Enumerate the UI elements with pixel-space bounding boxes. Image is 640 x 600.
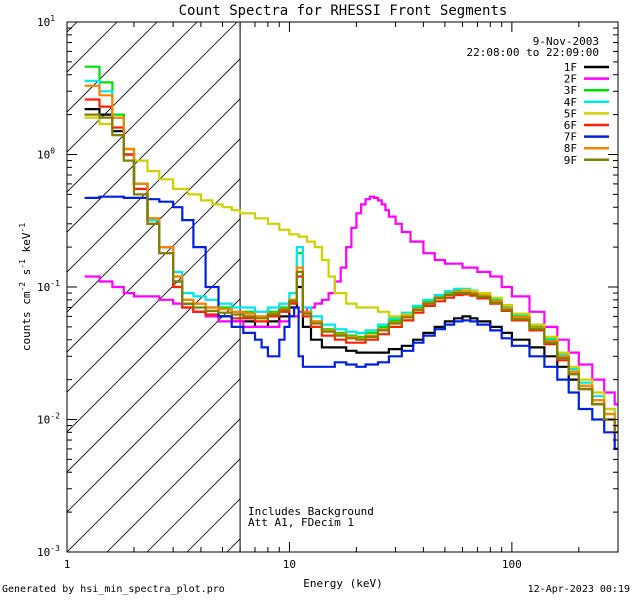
x-tick-labels: 1 10 100 bbox=[64, 558, 522, 571]
x-axis-label: Energy (keV) bbox=[303, 577, 382, 590]
footer-timestamp: 12-Apr-2023 00:19 bbox=[527, 584, 630, 595]
y-tick-label: 101 bbox=[37, 14, 55, 29]
hatch-line bbox=[67, 22, 158, 113]
hatch-line bbox=[67, 178, 241, 353]
hatch-line bbox=[307, 0, 640, 552]
y-tick-label: 10-3 bbox=[37, 544, 60, 559]
legend-label-7F: 7F bbox=[564, 131, 577, 144]
hatch-line bbox=[67, 22, 118, 73]
hatch-line bbox=[427, 0, 640, 552]
axis-ticks bbox=[66, 21, 619, 553]
hatch-line bbox=[67, 378, 241, 552]
hatch-line bbox=[67, 338, 241, 513]
y-tick-label: 10-1 bbox=[37, 279, 60, 294]
time-range-label: 22:08:00 to 22:09:00 bbox=[467, 46, 599, 59]
series-line-6F bbox=[84, 98, 618, 434]
series-line-1F bbox=[84, 108, 618, 434]
series-layer bbox=[84, 65, 618, 450]
legend-label-8F: 8F bbox=[564, 142, 577, 155]
series-line-5F bbox=[84, 116, 618, 427]
hatch-line bbox=[67, 138, 241, 313]
hatch-line bbox=[226, 538, 241, 552]
legend-label-5F: 5F bbox=[564, 107, 577, 120]
footer-generated-by: Generated by hsi_min_spectra_plot.pro bbox=[2, 584, 225, 595]
hatch-line bbox=[0, 0, 67, 552]
x-tick-label: 1 bbox=[64, 558, 71, 571]
hatch-line bbox=[67, 218, 241, 393]
legend-label-6F: 6F bbox=[564, 119, 577, 132]
x-tick-label: 100 bbox=[502, 558, 522, 571]
hatch-line bbox=[67, 298, 241, 473]
series-line-7F bbox=[84, 195, 618, 450]
annotation-attenuator: Att A1, FDecim 1 bbox=[248, 516, 354, 529]
legend-label-3F: 3F bbox=[564, 84, 577, 97]
legend-label-4F: 4F bbox=[564, 96, 577, 109]
series-line-2F bbox=[84, 195, 618, 406]
excluded-region-hatch bbox=[0, 0, 640, 552]
legend-label-2F: 2F bbox=[564, 73, 577, 86]
hatch-line bbox=[267, 0, 640, 552]
x-tick-label: 10 bbox=[283, 558, 296, 571]
hatch-line bbox=[67, 258, 241, 433]
date-label: 9-Nov-2003 bbox=[533, 35, 599, 48]
legend-label-1F: 1F bbox=[564, 61, 577, 74]
series-line-9F bbox=[84, 113, 618, 434]
legend-label-9F: 9F bbox=[564, 154, 577, 167]
hatch-line bbox=[387, 0, 640, 552]
y-tick-label: 100 bbox=[37, 147, 55, 162]
chart-title: Count Spectra for RHESSI Front Segments bbox=[179, 3, 508, 19]
hatch-line bbox=[67, 22, 198, 153]
plot-frame bbox=[66, 21, 619, 553]
y-axis-label: counts cm-2 s-1 keV-1 bbox=[18, 223, 33, 351]
hatch-line bbox=[67, 22, 238, 193]
hatch-line bbox=[67, 98, 241, 273]
y-tick-label: 10-2 bbox=[37, 412, 60, 427]
annotation-background: Includes Background bbox=[248, 505, 374, 518]
hatch-line bbox=[106, 418, 241, 552]
y-tick-labels: 10-3 10-2 10-1 100 101 bbox=[37, 14, 60, 559]
